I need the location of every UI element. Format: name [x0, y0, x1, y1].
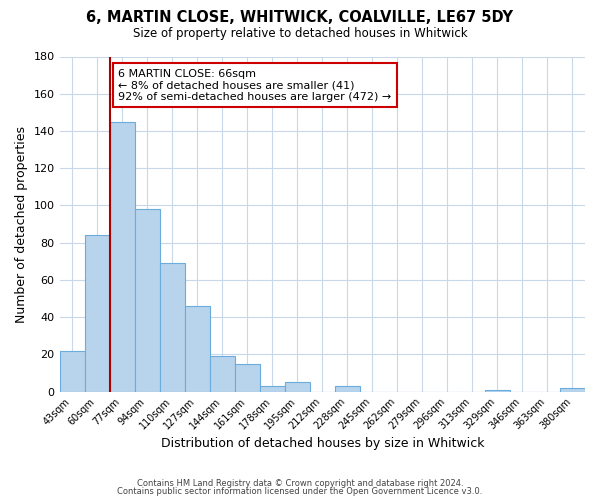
- Bar: [160, 263, 185, 392]
- X-axis label: Distribution of detached houses by size in Whitwick: Distribution of detached houses by size …: [161, 437, 484, 450]
- Bar: [235, 364, 260, 392]
- Bar: [185, 306, 209, 392]
- Bar: [485, 390, 510, 392]
- Bar: [59, 350, 85, 392]
- Bar: [285, 382, 310, 392]
- Bar: [260, 386, 285, 392]
- Bar: [209, 356, 235, 392]
- Text: Contains public sector information licensed under the Open Government Licence v3: Contains public sector information licen…: [118, 487, 482, 496]
- Bar: [134, 209, 160, 392]
- Bar: [85, 236, 110, 392]
- Bar: [335, 386, 360, 392]
- Text: Size of property relative to detached houses in Whitwick: Size of property relative to detached ho…: [133, 28, 467, 40]
- Bar: [560, 388, 585, 392]
- Text: 6 MARTIN CLOSE: 66sqm
← 8% of detached houses are smaller (41)
92% of semi-detac: 6 MARTIN CLOSE: 66sqm ← 8% of detached h…: [118, 68, 392, 102]
- Text: Contains HM Land Registry data © Crown copyright and database right 2024.: Contains HM Land Registry data © Crown c…: [137, 478, 463, 488]
- Text: 6, MARTIN CLOSE, WHITWICK, COALVILLE, LE67 5DY: 6, MARTIN CLOSE, WHITWICK, COALVILLE, LE…: [86, 10, 514, 25]
- Y-axis label: Number of detached properties: Number of detached properties: [15, 126, 28, 322]
- Bar: [110, 122, 134, 392]
